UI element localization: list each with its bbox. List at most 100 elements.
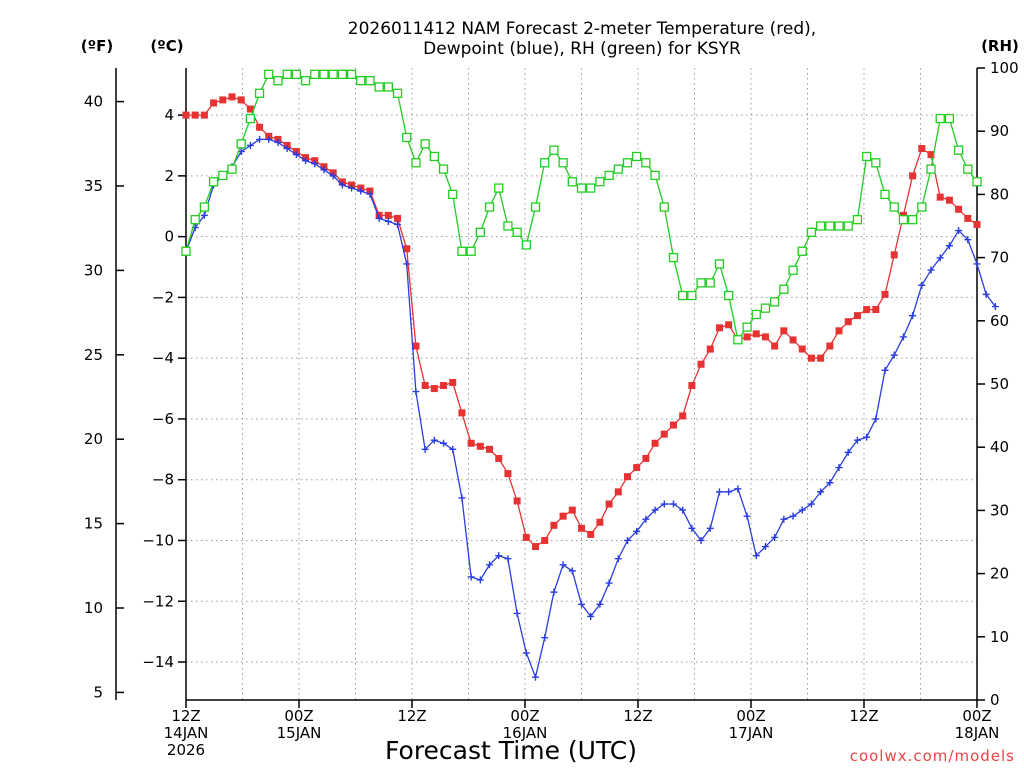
rh-point bbox=[907, 215, 918, 225]
dewpoint-point bbox=[964, 236, 972, 244]
rh-point bbox=[420, 139, 430, 149]
dewpoint-point bbox=[302, 157, 310, 165]
temperature-point bbox=[458, 409, 466, 417]
rh-tick-label: 80 bbox=[990, 185, 1009, 203]
x-tick-label: 15JAN bbox=[277, 724, 322, 742]
dewpoint-point bbox=[375, 214, 383, 222]
dewpoint-point bbox=[973, 260, 981, 268]
dewpoint-point bbox=[789, 512, 797, 520]
celsius-tick-label: 2 bbox=[164, 167, 174, 185]
rh-point bbox=[337, 69, 348, 79]
x-tick-label: 18JAN bbox=[955, 724, 1000, 742]
rh-point bbox=[751, 309, 761, 320]
x-tick-label: 12Z bbox=[849, 707, 878, 725]
dewpoint-point bbox=[761, 543, 769, 551]
rh-point bbox=[586, 183, 596, 193]
rh-point bbox=[190, 215, 200, 225]
temperature-point bbox=[826, 342, 834, 350]
rh-point bbox=[310, 69, 320, 79]
rh-point bbox=[668, 252, 679, 263]
temperature-point bbox=[228, 93, 236, 101]
rh-point bbox=[935, 113, 945, 124]
celsius-tick-label: 4 bbox=[164, 106, 174, 124]
rh-tick-label: 70 bbox=[990, 249, 1009, 267]
rh-point bbox=[843, 221, 853, 231]
temperature-point bbox=[384, 211, 392, 219]
rh-point bbox=[641, 158, 651, 168]
temperature-point bbox=[578, 524, 585, 532]
dewpoint-point bbox=[421, 445, 429, 453]
celsius-tick-label: −8 bbox=[152, 471, 174, 489]
temperature-point bbox=[403, 245, 411, 253]
dewpoint-point bbox=[743, 512, 751, 520]
dewpoint-point bbox=[623, 536, 631, 544]
dewpoint-point bbox=[780, 515, 788, 523]
dewpoint-point bbox=[614, 555, 622, 563]
chart-title: 2026011412 NAM Forecast 2-meter Temperat… bbox=[348, 19, 816, 39]
rh-point bbox=[622, 158, 633, 168]
temperature-point bbox=[587, 530, 595, 538]
dewpoint-point bbox=[899, 333, 907, 341]
rh-point bbox=[512, 227, 522, 237]
temperature-point bbox=[476, 442, 484, 450]
rh-point bbox=[199, 202, 210, 212]
x-tick-label: 17JAN bbox=[729, 724, 774, 742]
dewpoint-point bbox=[596, 600, 604, 608]
rh-point bbox=[714, 259, 725, 269]
rh-point bbox=[742, 322, 752, 332]
dewpoint-point bbox=[200, 211, 208, 219]
rh-point bbox=[356, 75, 366, 86]
rh-tick-label: 100 bbox=[990, 59, 1019, 77]
temperature-point bbox=[807, 354, 815, 362]
dewpoint-point bbox=[771, 533, 779, 541]
temperature-point bbox=[559, 512, 567, 520]
dewpoint-point bbox=[329, 172, 337, 180]
temperature-point bbox=[715, 324, 723, 332]
dewpoint-point bbox=[651, 506, 659, 514]
rh-point bbox=[457, 246, 467, 256]
temperature-point bbox=[449, 378, 457, 386]
temperature-point bbox=[964, 214, 972, 222]
rh-point bbox=[328, 69, 338, 79]
temperature-point bbox=[669, 421, 677, 429]
temperature-point bbox=[844, 318, 852, 326]
rh-point bbox=[696, 278, 706, 288]
rh-point bbox=[365, 75, 375, 86]
fahrenheit-tick-label: 40 bbox=[84, 93, 103, 111]
fahrenheit-tick-label: 5 bbox=[93, 683, 103, 701]
celsius-tick-label: 0 bbox=[164, 228, 174, 246]
dewpoint-point bbox=[384, 217, 392, 225]
temperature-point bbox=[394, 214, 402, 222]
x-tick-label: 14JAN bbox=[164, 724, 209, 742]
temperature-point bbox=[872, 306, 880, 314]
dewpoint-point bbox=[642, 515, 650, 523]
dewpoint-point bbox=[430, 436, 438, 444]
dewpoint-point bbox=[292, 151, 300, 159]
temperature-point bbox=[200, 111, 208, 119]
temperature-point bbox=[955, 205, 963, 213]
axes bbox=[115, 67, 985, 708]
x-tick-label: 00Z bbox=[962, 707, 991, 725]
dewpoint-point bbox=[366, 190, 374, 198]
temperature-point bbox=[918, 145, 926, 153]
dewpoint-point bbox=[394, 220, 402, 228]
fahrenheit-tick-label: 25 bbox=[84, 346, 103, 364]
rh-point bbox=[484, 202, 495, 212]
rh-point bbox=[825, 221, 835, 231]
rh-unit-label: (RH) bbox=[981, 37, 1019, 55]
x-tick-label: 12Z bbox=[171, 707, 200, 725]
temperature-point bbox=[532, 543, 540, 551]
temperature-point bbox=[210, 99, 218, 107]
rh-point bbox=[438, 164, 449, 174]
temperature-point bbox=[780, 327, 788, 335]
rh-point bbox=[834, 221, 844, 231]
celsius-tick-label: −14 bbox=[142, 653, 174, 671]
rh-point bbox=[521, 240, 531, 250]
temperature-point bbox=[568, 506, 576, 514]
rh-tick-label: 40 bbox=[990, 438, 1009, 456]
rh-point bbox=[291, 69, 302, 79]
rh-tick-label: 20 bbox=[990, 565, 1009, 583]
celsius-tick-label: −12 bbox=[142, 592, 174, 610]
dewpoint-point bbox=[513, 609, 521, 617]
